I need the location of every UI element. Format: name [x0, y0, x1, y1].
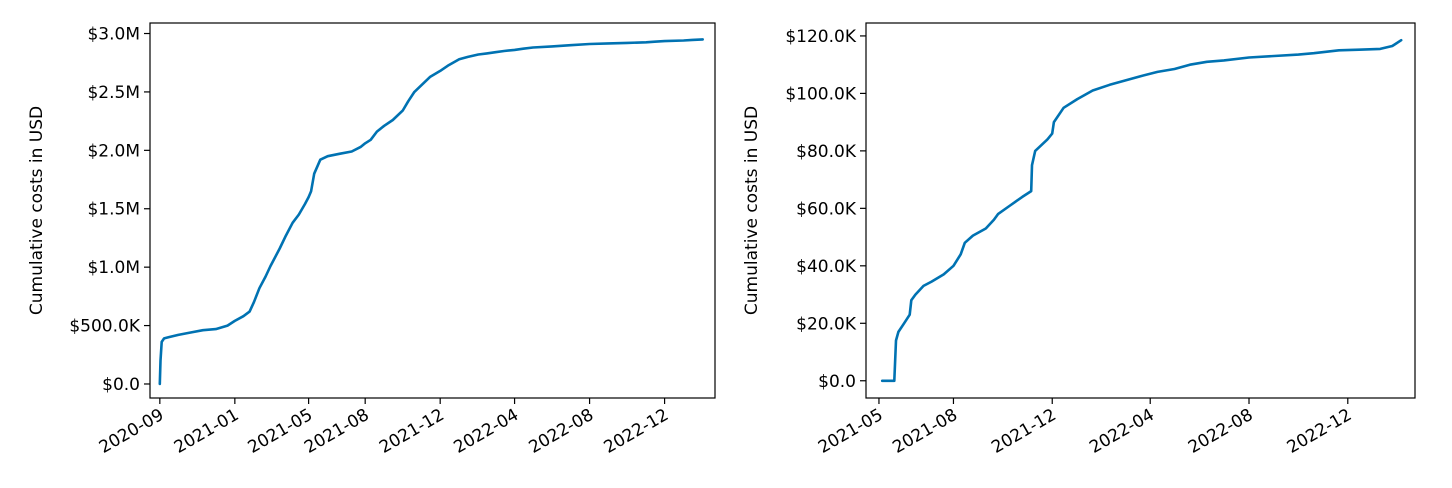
- y-tick-label: $500.0K: [69, 317, 140, 337]
- x-ticks: 2021-05 2021-08 2021-12 2022-04 2022-08 2022-…: [815, 398, 1355, 458]
- plot-area-frame: [149, 22, 716, 399]
- x-tick-label: 2022-04: [451, 405, 523, 458]
- y-tick-label: $20.0K: [796, 314, 857, 334]
- x-tick-label: 2020-09: [96, 405, 168, 458]
- x-tick-label: 2021-08: [301, 405, 373, 458]
- x-tick-label: 2022-08: [1185, 405, 1257, 458]
- y-tick-label: $2.5M: [87, 83, 140, 103]
- y-tick-label: $1.5M: [87, 200, 140, 220]
- cumulative-cost-line: [158, 38, 705, 386]
- x-tick-label: 2021-05: [815, 405, 887, 458]
- x-tick-label: 2022-12: [601, 405, 673, 458]
- y-tick-label: $120.0K: [785, 27, 856, 47]
- y-tick-label: $0.0: [102, 375, 140, 395]
- y-tick-label: $80.0K: [796, 142, 857, 162]
- y-ticks: $0.0 $500.0K $1.0M $1.5M $2.0M $2.5M $3.0M: [69, 25, 150, 395]
- right-chart: 2021-05 2021-08 2021-12 2022-04 2022-08 2022-…: [742, 22, 1416, 458]
- plot-area-frame: [865, 22, 1416, 399]
- x-tick-label: 2022-12: [1284, 405, 1356, 458]
- y-tick-label: $1.0M: [87, 258, 140, 278]
- cumulative-cost-line: [880, 38, 1403, 383]
- y-tick-label: $2.0M: [87, 141, 140, 161]
- x-tick-label: 2021-08: [889, 405, 961, 458]
- y-tick-label: $60.0K: [796, 199, 857, 219]
- x-tick-label: 2021-01: [171, 405, 243, 458]
- y-tick-label: $40.0K: [796, 257, 857, 277]
- x-tick-label: 2022-04: [1086, 405, 1158, 458]
- y-axis-label: Cumulative costs in USD: [742, 106, 762, 315]
- x-tick-label: 2021-05: [245, 405, 317, 458]
- y-tick-label: $3.0M: [87, 25, 140, 45]
- y-tick-label: $0.0: [818, 372, 856, 392]
- x-tick-label: 2022-08: [526, 405, 598, 458]
- y-axis-label: Cumulative costs in USD: [27, 106, 47, 315]
- x-tick-label: 2021-12: [988, 405, 1060, 458]
- y-tick-label: $100.0K: [785, 84, 856, 104]
- y-ticks: $0.0 $20.0K $40.0K $60.0K $80.0K $100.0K $120.…: [785, 27, 866, 392]
- x-tick-label: 2021-12: [376, 405, 448, 458]
